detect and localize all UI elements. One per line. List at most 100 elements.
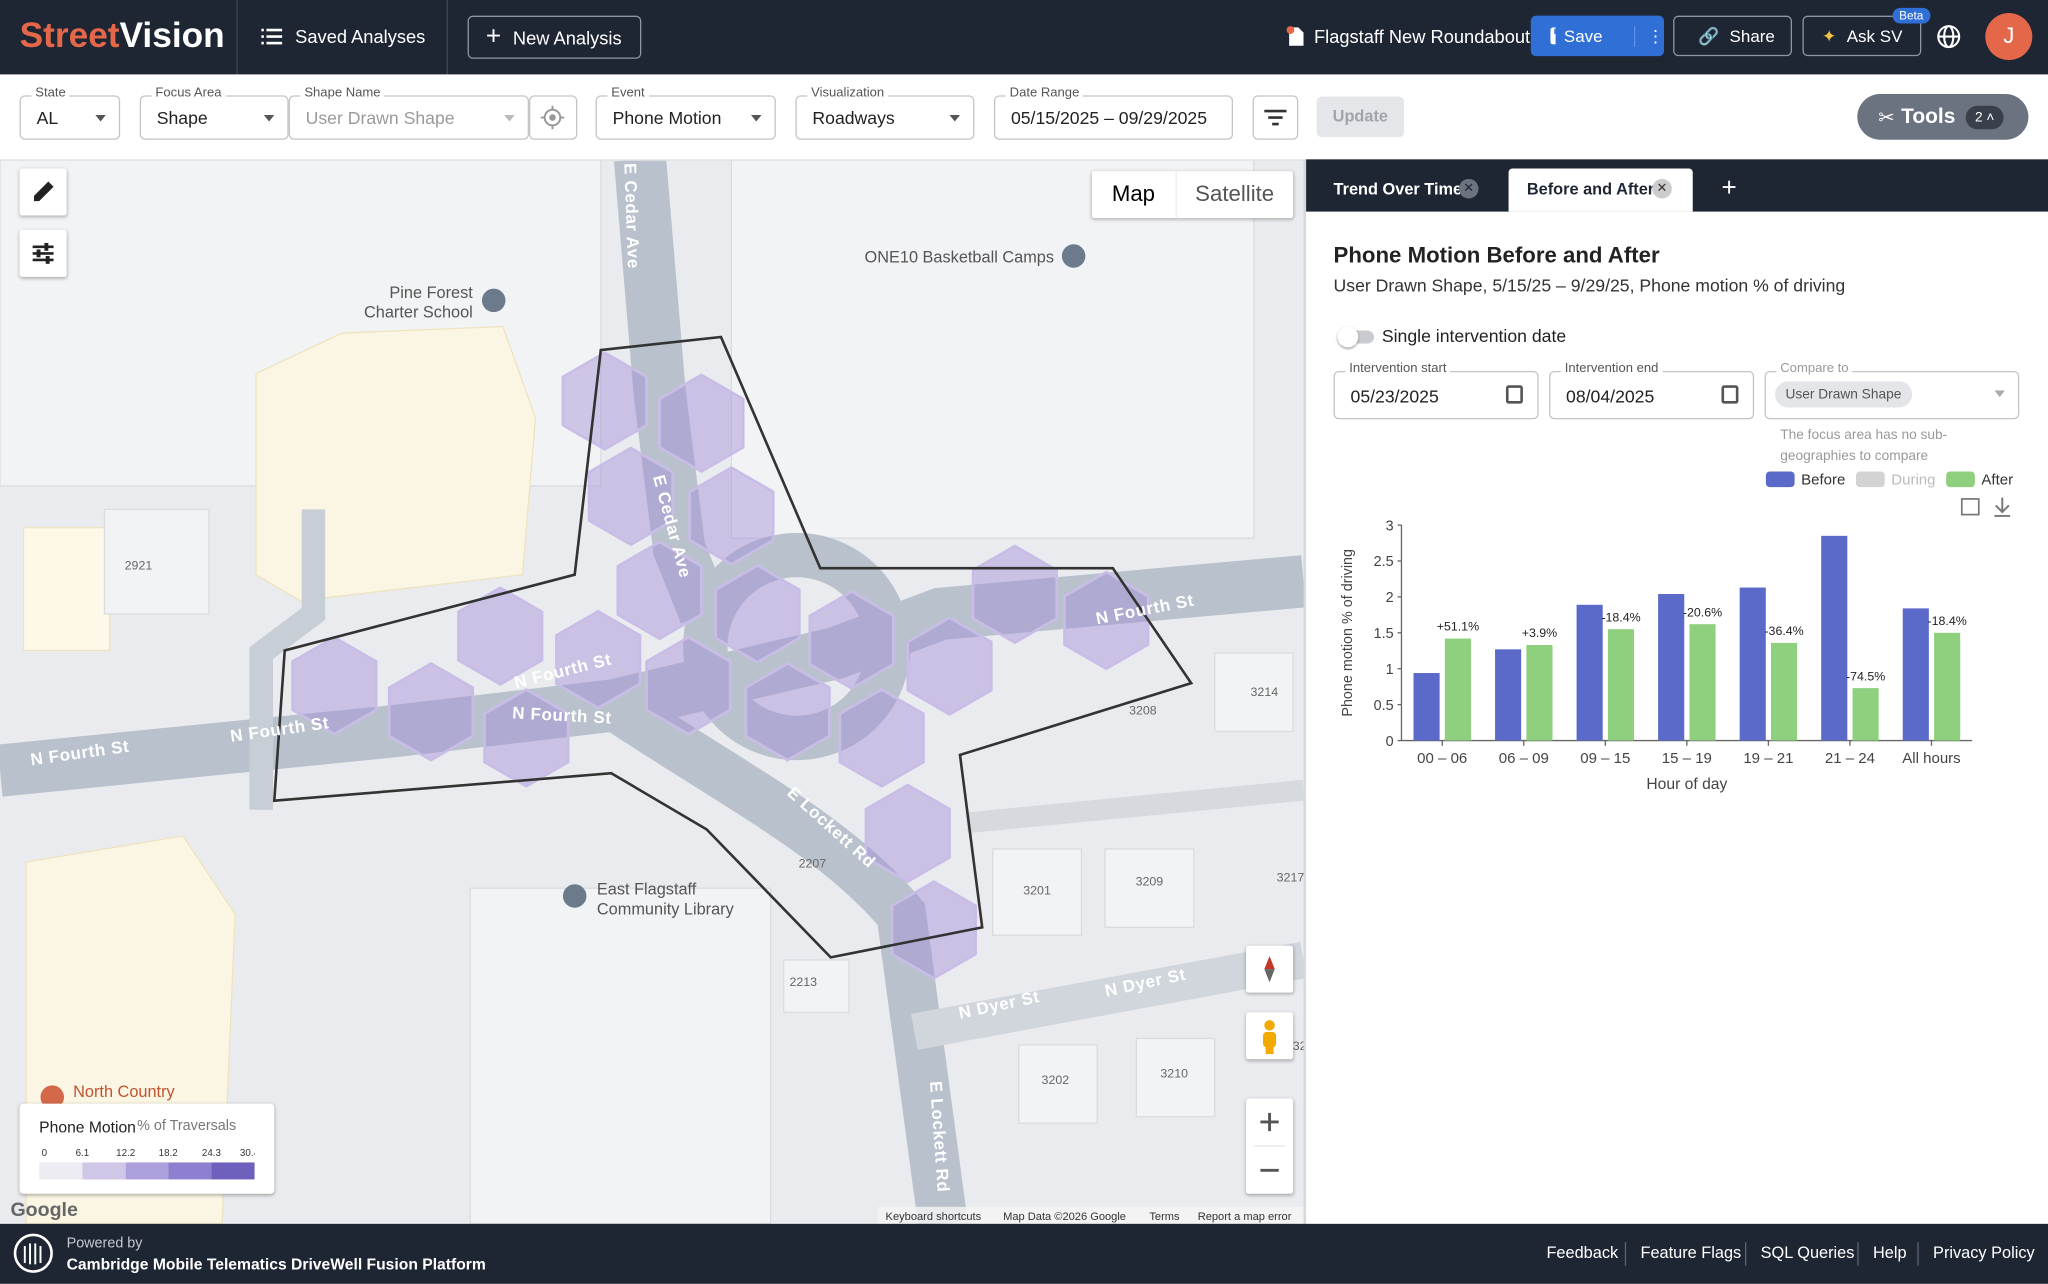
hexagon <box>645 635 732 736</box>
address: 3209 <box>1136 875 1164 889</box>
draw-button[interactable] <box>19 168 67 216</box>
pegman-icon <box>1263 1020 1277 1055</box>
separator <box>1917 1242 1919 1266</box>
change-label: -74.5% <box>1846 669 1885 683</box>
map[interactable]: E Cedar Ave E Cedar Ave N Fourth St N Fo… <box>0 159 1305 1224</box>
separator <box>1624 1242 1627 1266</box>
divider <box>1303 159 1307 1224</box>
compare-select[interactable]: Compare to User Drawn Shape <box>1764 361 2020 420</box>
hexagon <box>838 688 925 788</box>
separator <box>1744 1242 1747 1266</box>
date-field[interactable]: Intervention start 05/23/2025 <box>1333 361 1539 420</box>
bar <box>1495 649 1522 741</box>
brand[interactable]: StreetVision <box>20 16 225 56</box>
place-labels: Pine Forest Charter School ONE10 Basketb… <box>40 244 1086 1109</box>
compass[interactable] <box>1246 945 1294 993</box>
map-type-option[interactable]: Satellite <box>1174 171 1293 219</box>
street-view[interactable] <box>1246 1012 1294 1060</box>
compare-note: The focus area has no sub-geographies to… <box>1780 427 1948 464</box>
save-button[interactable]: Save ⋮ <box>1530 15 1664 57</box>
tab[interactable]: Trend Over Time <box>1333 180 1463 199</box>
sparkle-icon: ✦ <box>1822 25 1837 46</box>
legend-swatch <box>1765 471 1795 488</box>
legend-tick-label: 12.2 <box>116 1148 135 1159</box>
divider <box>446 0 448 75</box>
tab[interactable]: Before and After <box>1526 180 1655 199</box>
filter-field[interactable]: Event Phone Motion <box>595 86 776 140</box>
bar <box>1444 638 1471 741</box>
link-icon: 🔗 <box>1697 25 1720 46</box>
list-icon <box>261 28 283 45</box>
attribution: Map Data ©2026 Google <box>1003 1211 1126 1223</box>
filter-field[interactable]: Focus Area Shape <box>139 86 289 140</box>
saved-analyses[interactable]: Saved Analyses <box>261 24 425 50</box>
target-icon <box>540 105 565 130</box>
field-label: Event <box>607 86 649 101</box>
x-tick-label: 19 – 21 <box>1743 750 1793 767</box>
y-tick-label: 0 <box>1386 734 1394 750</box>
powered-by: Powered by <box>66 1235 143 1252</box>
locate-button[interactable] <box>528 95 578 140</box>
field-value: 08/04/2025 <box>1566 386 1655 407</box>
legend-tick-label: 0 <box>42 1148 48 1159</box>
brand-part: Vision <box>119 15 225 55</box>
new-analysis[interactable]: + New Analysis <box>467 15 642 59</box>
filter-button[interactable] <box>1252 95 1299 140</box>
field-label: Focus Area <box>151 86 226 101</box>
legend-title: Phone Motion <box>39 1118 136 1137</box>
footer-link[interactable]: Privacy Policy <box>1933 1243 2035 1262</box>
date-field[interactable]: Intervention end 08/04/2025 <box>1549 361 1755 420</box>
filter-field[interactable]: State AL <box>19 86 121 140</box>
label: Tools <box>1901 105 1956 128</box>
attribution-link[interactable]: Report a map error <box>1198 1211 1292 1223</box>
filter-field[interactable]: Shape Name User Drawn Shape <box>288 86 529 140</box>
avatar[interactable]: J <box>1985 13 2033 61</box>
y-tick-label: 1.5 <box>1374 626 1394 642</box>
footer-link[interactable]: Feature Flags <box>1640 1243 1742 1262</box>
layers-button[interactable] <box>19 229 67 277</box>
map-type-option[interactable]: Map <box>1111 181 1156 207</box>
bar <box>1526 645 1553 741</box>
legend-tick-label: 6.1 <box>76 1148 90 1159</box>
footer-link[interactable]: SQL Queries <box>1760 1243 1855 1262</box>
address: 2213 <box>789 975 817 989</box>
ask-sv-button[interactable]: ✦ Ask SV <box>1802 15 1922 57</box>
footer-link[interactable]: Help <box>1872 1243 1907 1262</box>
panel-subtitle: User Drawn Shape, 5/15/25 – 9/29/25, Pho… <box>1333 275 1846 296</box>
share-button[interactable]: 🔗 Share <box>1673 15 1792 57</box>
chart: 0 0.5 1 1.5 2 2.5 3 Phone motion % of driving Ho… <box>1340 471 2013 793</box>
globe-icon[interactable] <box>1936 24 1962 50</box>
beta-badge: Beta <box>1892 7 1930 24</box>
doc-icon <box>1286 26 1304 46</box>
hexagon <box>555 609 642 710</box>
tab-close[interactable]: ✕ <box>1458 178 1479 199</box>
filter-field[interactable]: Date Range 05/15/2025 – 09/29/2025 <box>993 86 1233 140</box>
hexagon <box>291 635 378 736</box>
hexagon <box>864 783 951 884</box>
tools-button[interactable]: ✂ Tools 2 ˄ <box>1857 94 2029 140</box>
address-labels: 2921 3214 3208 2207 3201 3209 3217 2213 … <box>125 558 1305 1087</box>
label: Save <box>1563 26 1603 46</box>
bar <box>1771 642 1798 741</box>
update-button[interactable]: Update <box>1316 96 1405 138</box>
change-label: -18.4% <box>1928 614 1967 628</box>
hexagon <box>808 590 895 690</box>
field-label: Visualization <box>807 86 889 101</box>
add-tab[interactable]: + <box>1721 173 1737 203</box>
attribution-link[interactable]: Terms <box>1149 1211 1180 1223</box>
field-label: Compare to <box>1776 361 1853 377</box>
legend-scale: 0 6.1 12.2 18.2 24.3 30.4 <box>39 1143 260 1182</box>
toggle[interactable] <box>1337 326 1375 348</box>
google-logo: Google <box>10 1199 78 1221</box>
hexagon <box>616 540 703 641</box>
download-icon[interactable] <box>1994 497 2011 517</box>
change-label: +51.1% <box>1437 620 1479 634</box>
filter-field[interactable]: Visualization Roadways <box>795 86 975 140</box>
x-tick-label: 06 – 09 <box>1499 750 1549 767</box>
image-export-icon[interactable] <box>1960 498 1980 516</box>
footer-link[interactable]: Feedback <box>1546 1243 1619 1262</box>
attribution-link[interactable]: Keyboard shortcuts <box>886 1211 982 1223</box>
tab-close[interactable]: ✕ <box>1652 178 1672 199</box>
more-icon[interactable]: ⋮ <box>1633 25 1664 47</box>
place-icon <box>40 1085 64 1109</box>
